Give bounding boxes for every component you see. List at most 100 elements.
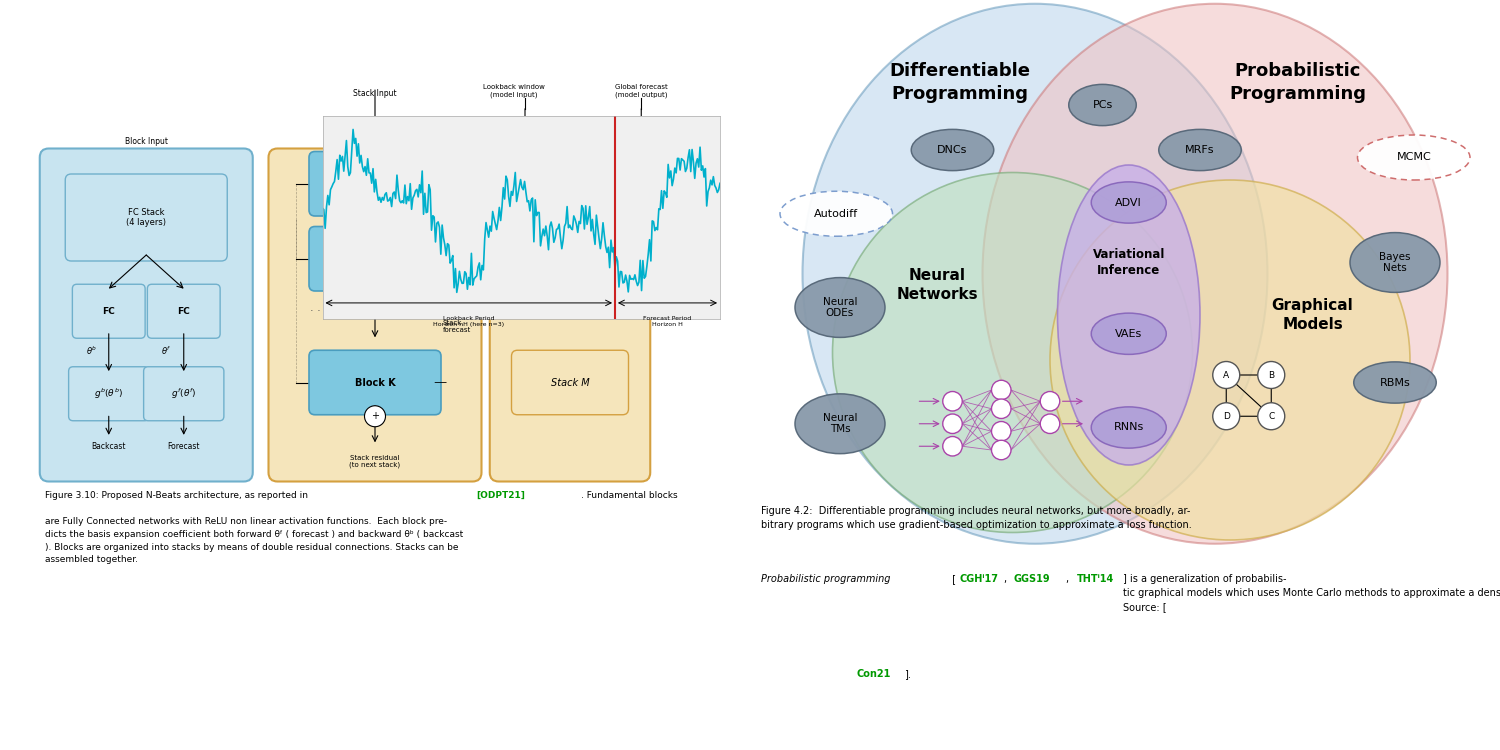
Circle shape <box>942 436 963 456</box>
Text: Block 1: Block 1 <box>356 178 395 189</box>
Text: C: C <box>1268 412 1275 421</box>
Circle shape <box>630 176 652 199</box>
Text: · · ·: · · · <box>560 304 580 318</box>
Text: ,: , <box>1004 574 1010 584</box>
Text: · · ·: · · · <box>423 306 439 316</box>
Circle shape <box>1257 403 1284 430</box>
Text: ] is a generalization of probabilis-
tic graphical models which uses Monte Carlo: ] is a generalization of probabilis- tic… <box>1122 574 1500 612</box>
FancyBboxPatch shape <box>309 350 441 415</box>
Text: ].: ]. <box>903 669 910 679</box>
Ellipse shape <box>795 394 885 454</box>
Text: FC: FC <box>177 307 190 316</box>
Text: Stack
forecast: Stack forecast <box>442 320 471 333</box>
Circle shape <box>942 414 963 434</box>
Text: · · ·: · · · <box>310 306 327 316</box>
Text: . Fundamental blocks: . Fundamental blocks <box>582 491 678 500</box>
FancyBboxPatch shape <box>144 367 224 421</box>
Text: FC: FC <box>102 307 116 316</box>
Text: $\theta^b$: $\theta^b$ <box>86 345 98 357</box>
Text: Global forecast
(model output): Global forecast (model output) <box>615 84 668 98</box>
Ellipse shape <box>1068 85 1137 125</box>
Circle shape <box>1257 362 1284 388</box>
Ellipse shape <box>1090 314 1167 355</box>
Text: CGHⁱ17: CGHⁱ17 <box>960 574 999 584</box>
Text: $g^b(\theta^b)$: $g^b(\theta^b)$ <box>94 386 123 401</box>
Ellipse shape <box>1090 182 1167 224</box>
FancyBboxPatch shape <box>309 226 441 291</box>
Circle shape <box>992 422 1011 441</box>
FancyBboxPatch shape <box>147 284 220 338</box>
Text: Neural
TMs: Neural TMs <box>822 413 858 434</box>
Text: Stack 1: Stack 1 <box>552 182 588 193</box>
Text: Graphical
Models: Graphical Models <box>1272 298 1353 332</box>
Text: $\theta^f$: $\theta^f$ <box>160 345 172 357</box>
Text: GGS19: GGS19 <box>1014 574 1050 584</box>
Text: [ODPT21]: [ODPT21] <box>477 491 525 500</box>
Text: FC Stack
(4 layers): FC Stack (4 layers) <box>126 208 166 227</box>
FancyBboxPatch shape <box>512 230 628 295</box>
Text: Figure 4.2:  Differentiable programming includes neural networks, but more broad: Figure 4.2: Differentiable programming i… <box>760 506 1192 544</box>
Text: +: + <box>370 287 380 298</box>
Ellipse shape <box>910 129 993 171</box>
Text: Con21: Con21 <box>856 669 891 679</box>
Text: Block Input: Block Input <box>124 137 168 146</box>
Text: Bayes
Nets: Bayes Nets <box>1380 252 1410 273</box>
Circle shape <box>364 207 386 228</box>
Text: Block 2: Block 2 <box>356 254 395 264</box>
Text: +: + <box>638 182 645 193</box>
Text: +: + <box>370 411 380 422</box>
Text: Forecast Period
Horizon H: Forecast Period Horizon H <box>644 316 692 327</box>
Text: Neural
Networks: Neural Networks <box>897 268 978 302</box>
Text: Variational
Inference: Variational Inference <box>1092 248 1166 277</box>
Ellipse shape <box>780 191 892 236</box>
FancyBboxPatch shape <box>512 155 628 220</box>
Text: PCs: PCs <box>1092 100 1113 110</box>
Text: Probabilistic programming: Probabilistic programming <box>760 574 891 584</box>
Text: THTⁱ14: THTⁱ14 <box>1077 574 1114 584</box>
Text: Stack Input: Stack Input <box>352 88 398 98</box>
Text: Differentiable
Programming: Differentiable Programming <box>890 62 1030 103</box>
Text: A: A <box>1222 370 1230 380</box>
Text: +: + <box>370 212 380 223</box>
FancyBboxPatch shape <box>69 367 148 421</box>
Text: Backcast: Backcast <box>92 442 126 451</box>
Ellipse shape <box>1050 180 1410 540</box>
Circle shape <box>992 440 1011 460</box>
Text: Lookback window
(model input): Lookback window (model input) <box>483 84 544 98</box>
FancyBboxPatch shape <box>489 148 651 482</box>
Text: Lookback Period
Horizon nH (here n=3): Lookback Period Horizon nH (here n=3) <box>433 316 504 327</box>
Ellipse shape <box>1350 232 1440 292</box>
Ellipse shape <box>802 4 1268 544</box>
FancyBboxPatch shape <box>268 148 482 482</box>
Text: Autodiff: Autodiff <box>815 209 858 219</box>
Circle shape <box>364 406 386 427</box>
Ellipse shape <box>833 172 1192 532</box>
Text: RNNs: RNNs <box>1113 422 1144 433</box>
Circle shape <box>1041 392 1059 411</box>
Circle shape <box>1212 403 1239 430</box>
Text: Stack residual
(to next stack): Stack residual (to next stack) <box>350 454 400 468</box>
Ellipse shape <box>795 278 885 338</box>
Text: ,: , <box>1066 574 1072 584</box>
Text: Block K: Block K <box>354 377 396 388</box>
Text: are Fully Connected networks with ReLU non linear activation functions.  Each bl: are Fully Connected networks with ReLU n… <box>45 518 464 564</box>
FancyBboxPatch shape <box>309 152 441 216</box>
Text: $g^f(\theta^f)$: $g^f(\theta^f)$ <box>171 386 196 401</box>
Text: B: B <box>1268 370 1275 380</box>
FancyBboxPatch shape <box>512 350 628 415</box>
Text: D: D <box>1222 412 1230 421</box>
Ellipse shape <box>982 4 1448 544</box>
Text: Figure 3.10: Proposed N-Beats architecture, as reported in: Figure 3.10: Proposed N-Beats architectu… <box>45 491 310 500</box>
Ellipse shape <box>1058 165 1200 465</box>
Text: ADVI: ADVI <box>1116 197 1142 208</box>
Text: Probabilistic
Programming: Probabilistic Programming <box>1228 62 1366 103</box>
Circle shape <box>992 399 1011 418</box>
FancyBboxPatch shape <box>66 174 228 261</box>
Circle shape <box>1212 362 1239 388</box>
Text: DNCs: DNCs <box>938 145 968 155</box>
Text: [: [ <box>948 574 956 584</box>
Text: MRFs: MRFs <box>1185 145 1215 155</box>
Text: RBMs: RBMs <box>1380 377 1410 388</box>
Ellipse shape <box>1353 362 1437 404</box>
Circle shape <box>1041 414 1059 434</box>
